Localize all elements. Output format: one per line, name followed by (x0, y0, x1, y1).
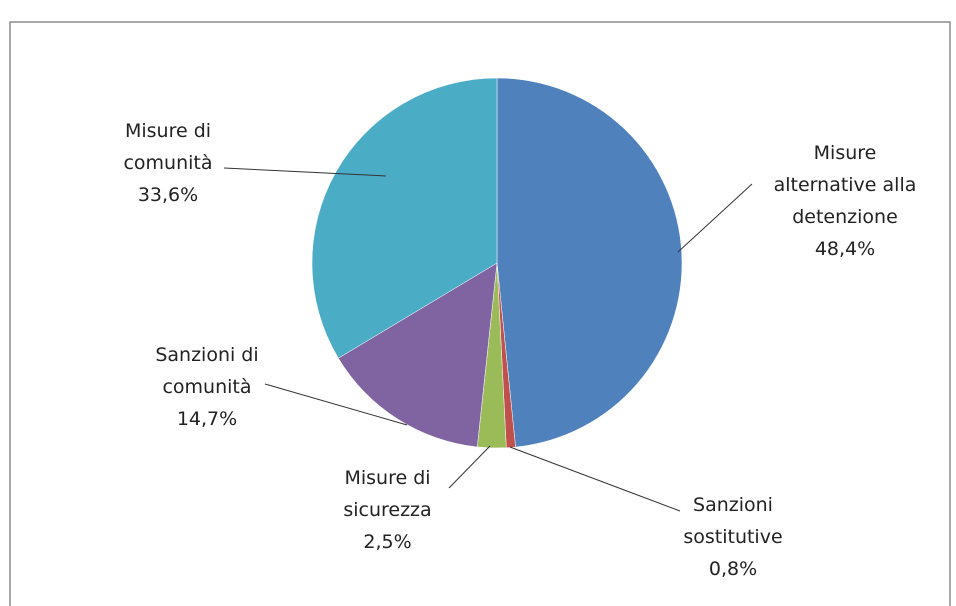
pie-slice (311, 77, 498, 359)
leader-line (677, 183, 753, 253)
pie-slice (496, 77, 683, 448)
category-label: Sanzioni di comunità (155, 344, 259, 398)
value-label: 48,4% (814, 238, 876, 260)
category-label: Misure di sicurezza (343, 467, 432, 521)
slice-label: Misure di comunità 33,6% (108, 115, 228, 211)
value-label: 33,6% (137, 184, 199, 206)
category-label: Sanzioni sostitutive (683, 494, 783, 548)
leader-line (509, 446, 681, 512)
category-label: Misure di comunità (123, 120, 213, 174)
leader-line (223, 167, 387, 177)
value-label: 14,7% (176, 408, 238, 430)
slice-label: Misure di sicurezza 2,5% (330, 462, 445, 558)
category-label: Misure alternative alla detenzione (773, 142, 917, 228)
value-label: 2,5% (363, 531, 412, 553)
pie-slice (338, 262, 498, 448)
slice-label: Sanzioni di comunità 14,7% (142, 339, 272, 435)
slice-label: Misure alternative alla detenzione 48,4% (760, 137, 930, 265)
slice-label: Sanzioni sostitutive 0,8% (668, 489, 798, 585)
leader-line (448, 445, 491, 489)
value-label: 0,8% (708, 558, 758, 580)
leader-line (264, 383, 408, 426)
